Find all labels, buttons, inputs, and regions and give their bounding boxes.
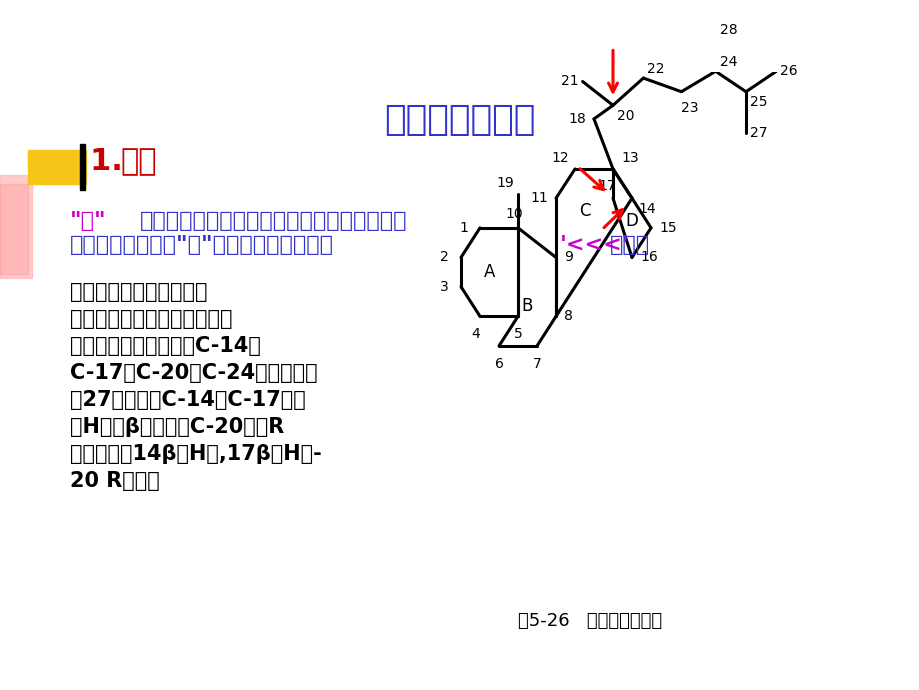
Text: 1.: 1. bbox=[90, 147, 133, 176]
Bar bbox=[28, 150, 85, 184]
Text: 13: 13 bbox=[620, 151, 638, 166]
Text: 5: 5 bbox=[513, 327, 522, 341]
Text: 16: 16 bbox=[640, 250, 657, 264]
Text: B: B bbox=[521, 297, 533, 315]
Text: 结构: 结构 bbox=[119, 147, 156, 176]
Text: 11: 11 bbox=[529, 191, 548, 205]
Text: 17: 17 bbox=[597, 179, 615, 193]
Text: "甾": "甾" bbox=[70, 211, 107, 231]
Text: 于27时）。当C-14和C-17位上: 于27时）。当C-14和C-17位上 bbox=[70, 390, 305, 410]
Text: 4: 4 bbox=[471, 327, 480, 341]
Text: 20 R睒烷。: 20 R睒烷。 bbox=[70, 471, 160, 491]
Text: '<<<': '<<<' bbox=[560, 235, 629, 255]
Text: 在含有四个稠合环"田"字上面连有三个侧链: 在含有四个稠合环"田"字上面连有三个侧链 bbox=[70, 235, 334, 255]
Text: 24: 24 bbox=[719, 55, 736, 70]
Bar bbox=[0, 175, 32, 278]
Text: 构复杂，类型多样。睒族化合: 构复杂，类型多样。睒族化合 bbox=[70, 309, 233, 329]
Bar bbox=[80, 144, 85, 190]
Text: 29: 29 bbox=[749, 0, 766, 3]
Text: 28: 28 bbox=[719, 23, 736, 37]
Text: 2: 2 bbox=[440, 250, 448, 264]
Text: 10: 10 bbox=[505, 207, 522, 221]
Text: 的H均为β构型，而C-20位为R: 的H均为β构型，而C-20位为R bbox=[70, 417, 284, 437]
Text: 时，可写为14β（H）,17β（H）-: 时，可写为14β（H）,17β（H）- bbox=[70, 444, 322, 464]
Text: A: A bbox=[483, 263, 494, 281]
Text: 12: 12 bbox=[550, 151, 568, 166]
Text: 27: 27 bbox=[749, 126, 766, 139]
Text: 18: 18 bbox=[568, 112, 585, 126]
Text: 图5-26   睒烷结构示意图: 图5-26 睒烷结构示意图 bbox=[517, 612, 662, 630]
Text: 9: 9 bbox=[563, 250, 573, 264]
Text: 19: 19 bbox=[495, 176, 514, 190]
Text: D: D bbox=[625, 212, 638, 230]
Text: 8: 8 bbox=[563, 309, 573, 324]
Text: 3: 3 bbox=[440, 279, 448, 294]
Text: 6: 6 bbox=[494, 357, 503, 371]
Text: 26: 26 bbox=[779, 64, 797, 78]
Bar bbox=[0, 184, 28, 273]
Text: 7: 7 bbox=[532, 357, 540, 371]
Text: C: C bbox=[578, 201, 590, 220]
Text: 物的异构化主要发生在C-14、: 物的异构化主要发生在C-14、 bbox=[70, 336, 261, 356]
Text: 一、结构和分类: 一、结构和分类 bbox=[384, 104, 535, 137]
Text: C-17、C-20和C-24（当碳数大: C-17、C-20和C-24（当碳数大 bbox=[70, 363, 317, 383]
Text: 25: 25 bbox=[749, 95, 766, 109]
Text: 14: 14 bbox=[637, 201, 655, 216]
Text: 20: 20 bbox=[617, 109, 634, 123]
Text: 1: 1 bbox=[459, 221, 468, 235]
Text: 23: 23 bbox=[681, 101, 698, 115]
Text: 地质体中的睒族化合物结: 地质体中的睒族化合物结 bbox=[70, 282, 208, 302]
Text: 组成。: 组成。 bbox=[609, 235, 650, 255]
Text: 字形象化地表示了这类化合物的基本碳架，即: 字形象化地表示了这类化合物的基本碳架，即 bbox=[140, 211, 407, 231]
Text: 22: 22 bbox=[647, 62, 664, 77]
Text: 21: 21 bbox=[561, 75, 578, 88]
Text: 15: 15 bbox=[658, 221, 675, 235]
